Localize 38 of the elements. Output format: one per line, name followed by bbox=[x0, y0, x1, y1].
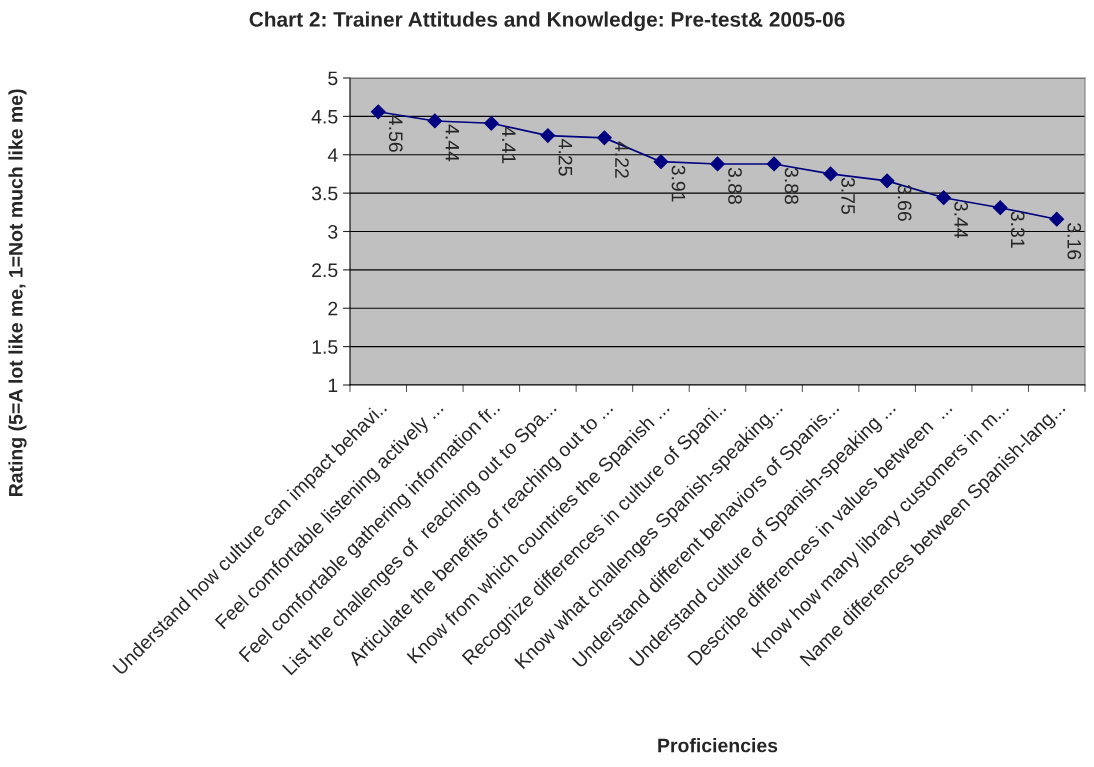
y-tick-label: 5 bbox=[328, 71, 338, 86]
point bbox=[370, 104, 386, 120]
data-label: 4.22 bbox=[615, 141, 629, 178]
data-label: 3.91 bbox=[671, 165, 686, 202]
y-tick-label: 3.5 bbox=[311, 186, 338, 201]
y-tick-label: 4 bbox=[327, 148, 338, 162]
y-tick-label: 3 bbox=[328, 224, 338, 239]
point bbox=[540, 128, 556, 143]
point bbox=[823, 166, 838, 182]
data-label: 3.31 bbox=[1010, 211, 1025, 248]
point bbox=[597, 130, 612, 146]
data-label: 4.56 bbox=[388, 115, 403, 152]
point bbox=[483, 115, 499, 131]
point bbox=[710, 156, 725, 172]
data-label: 4.25 bbox=[558, 139, 573, 176]
y-tick-label: 1 bbox=[328, 378, 338, 393]
point bbox=[1049, 211, 1065, 227]
y-tick-label: 4.5 bbox=[311, 110, 338, 124]
data-label: 4.44 bbox=[445, 124, 459, 162]
chart-title: Chart 2: Trainer Attitudes and Knowledge: Pre-test& 2005-06 bbox=[249, 11, 845, 32]
data-label: 3.16 bbox=[1067, 223, 1082, 260]
data-label: 3.44 bbox=[954, 201, 969, 239]
data-label: 4.41 bbox=[502, 126, 516, 164]
y-tick-label: 2.5 bbox=[312, 263, 338, 278]
point bbox=[879, 173, 895, 189]
y-tick-label: 1.5 bbox=[312, 340, 338, 354]
point bbox=[936, 190, 952, 206]
data-label: 3.75 bbox=[841, 177, 855, 215]
y-axis-title: Rating (5=A lot like me, 1=Not much like me) bbox=[8, 89, 27, 496]
data-label: 3.66 bbox=[897, 184, 912, 221]
data-label: 3.88 bbox=[784, 167, 799, 205]
point bbox=[427, 113, 443, 129]
point bbox=[766, 156, 782, 172]
point bbox=[992, 200, 1008, 216]
point bbox=[653, 154, 669, 170]
data-label: 3.88 bbox=[728, 167, 742, 205]
x-axis-title: Proficiencies bbox=[658, 738, 778, 753]
y-tick-label: 2 bbox=[328, 301, 338, 316]
